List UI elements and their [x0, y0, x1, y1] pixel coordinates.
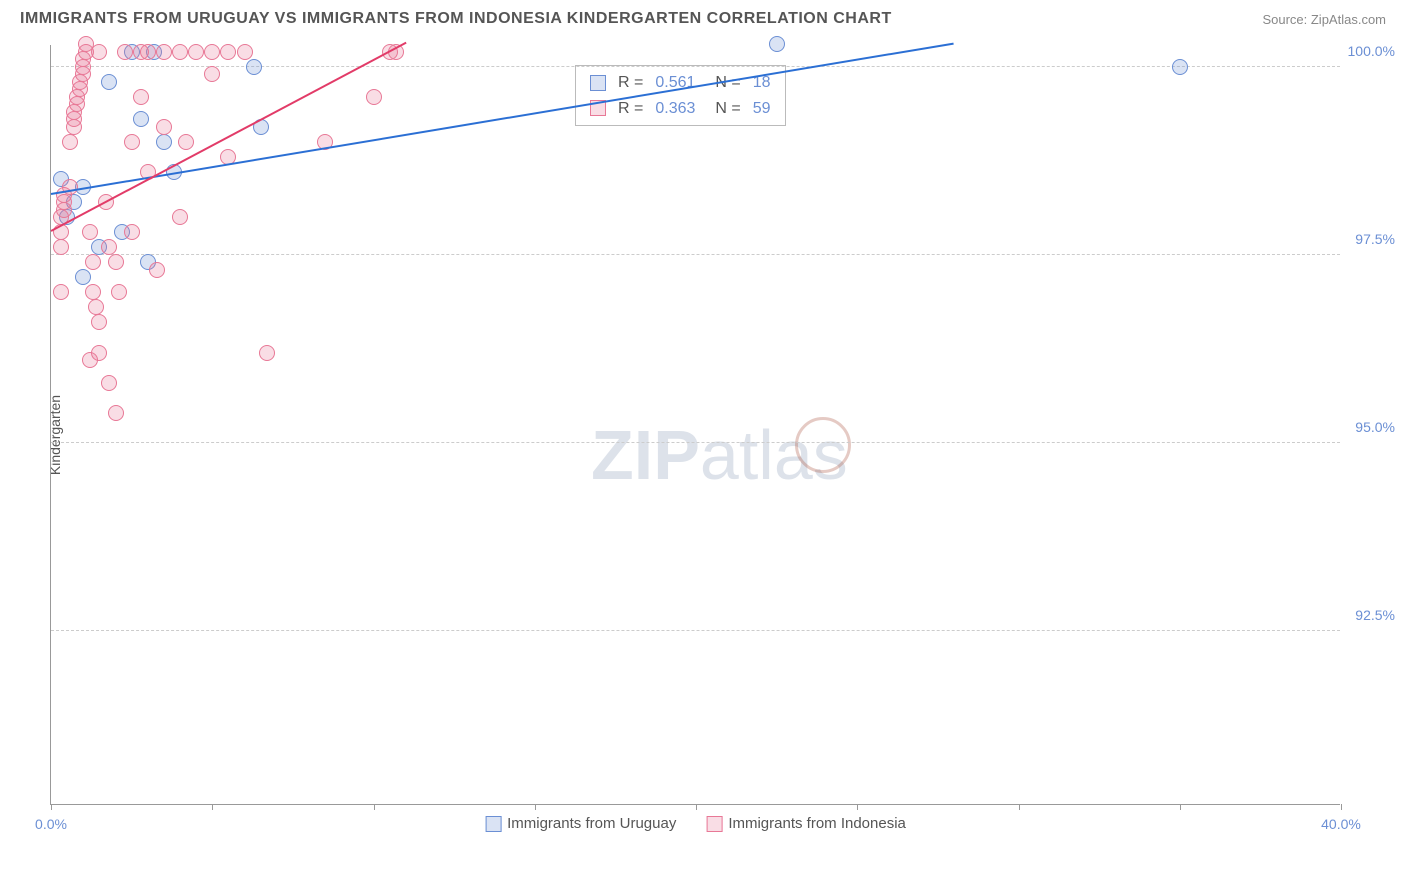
legend-swatch-icon [706, 816, 722, 832]
legend-swatch-icon [590, 75, 606, 91]
data-point [237, 44, 253, 60]
y-tick-label: 100.0% [1348, 43, 1395, 59]
x-tick-label: 0.0% [35, 816, 67, 832]
watermark-bold: ZIP [591, 416, 700, 494]
x-tick [51, 804, 52, 810]
data-point [85, 254, 101, 270]
data-point [172, 44, 188, 60]
data-point [91, 44, 107, 60]
data-point [172, 209, 188, 225]
legend-row: R =0.561N =18 [590, 70, 771, 96]
data-point [62, 134, 78, 150]
watermark-light: atlas [700, 416, 848, 494]
data-point [108, 254, 124, 270]
y-tick-label: 92.5% [1355, 607, 1395, 623]
data-point [111, 284, 127, 300]
chart-area: Kindergarten ZIPatlas R =0.561N =18R =0.… [50, 45, 1390, 825]
data-point [246, 59, 262, 75]
data-point [82, 352, 98, 368]
x-tick [696, 804, 697, 810]
data-point [101, 74, 117, 90]
r-value: 0.363 [655, 96, 695, 122]
data-point [204, 66, 220, 82]
r-label: R = [618, 70, 643, 96]
gridline [51, 630, 1340, 631]
data-point [769, 36, 785, 52]
data-point [53, 284, 69, 300]
trend-line [51, 42, 407, 232]
data-point [124, 134, 140, 150]
n-value: 59 [753, 96, 771, 122]
data-point [188, 44, 204, 60]
data-point [75, 269, 91, 285]
plot-region: ZIPatlas R =0.561N =18R =0.363N =59 Immi… [50, 45, 1340, 805]
legend-item: Immigrants from Indonesia [706, 815, 906, 832]
legend-label: Immigrants from Uruguay [507, 815, 676, 832]
data-point [140, 44, 156, 60]
n-label: N = [715, 96, 740, 122]
data-point [85, 284, 101, 300]
y-tick-label: 95.0% [1355, 419, 1395, 435]
data-point [53, 239, 69, 255]
gridline [51, 66, 1340, 67]
gridline [51, 442, 1340, 443]
data-point [156, 44, 172, 60]
x-tick [535, 804, 536, 810]
data-point [156, 119, 172, 135]
data-point [124, 224, 140, 240]
data-point [133, 111, 149, 127]
chart-header: IMMIGRANTS FROM URUGUAY VS IMMIGRANTS FR… [0, 0, 1406, 33]
series-legend: Immigrants from Uruguay Immigrants from I… [485, 815, 906, 832]
x-tick [1019, 804, 1020, 810]
legend-swatch-icon [485, 816, 501, 832]
x-tick [1180, 804, 1181, 810]
x-tick [857, 804, 858, 810]
data-point [259, 345, 275, 361]
x-tick [374, 804, 375, 810]
data-point [149, 262, 165, 278]
chart-source: Source: ZipAtlas.com [1262, 12, 1386, 27]
gridline [51, 254, 1340, 255]
x-tick [1341, 804, 1342, 810]
data-point [88, 299, 104, 315]
watermark-circle-icon [795, 417, 851, 473]
data-point [133, 89, 149, 105]
x-tick-label: 40.0% [1321, 816, 1361, 832]
data-point [204, 44, 220, 60]
data-point [1172, 59, 1188, 75]
data-point [117, 44, 133, 60]
chart-title: IMMIGRANTS FROM URUGUAY VS IMMIGRANTS FR… [20, 10, 892, 28]
legend-label: Immigrants from Indonesia [728, 815, 906, 832]
data-point [220, 44, 236, 60]
legend-item: Immigrants from Uruguay [485, 815, 676, 832]
data-point [366, 89, 382, 105]
data-point [156, 134, 172, 150]
watermark: ZIPatlas [591, 415, 848, 495]
data-point [91, 314, 107, 330]
x-tick [212, 804, 213, 810]
data-point [101, 239, 117, 255]
data-point [108, 405, 124, 421]
data-point [101, 375, 117, 391]
y-tick-label: 97.5% [1355, 231, 1395, 247]
data-point [178, 134, 194, 150]
data-point [82, 224, 98, 240]
correlation-legend: R =0.561N =18R = 0.363 N = 59 [575, 65, 786, 126]
